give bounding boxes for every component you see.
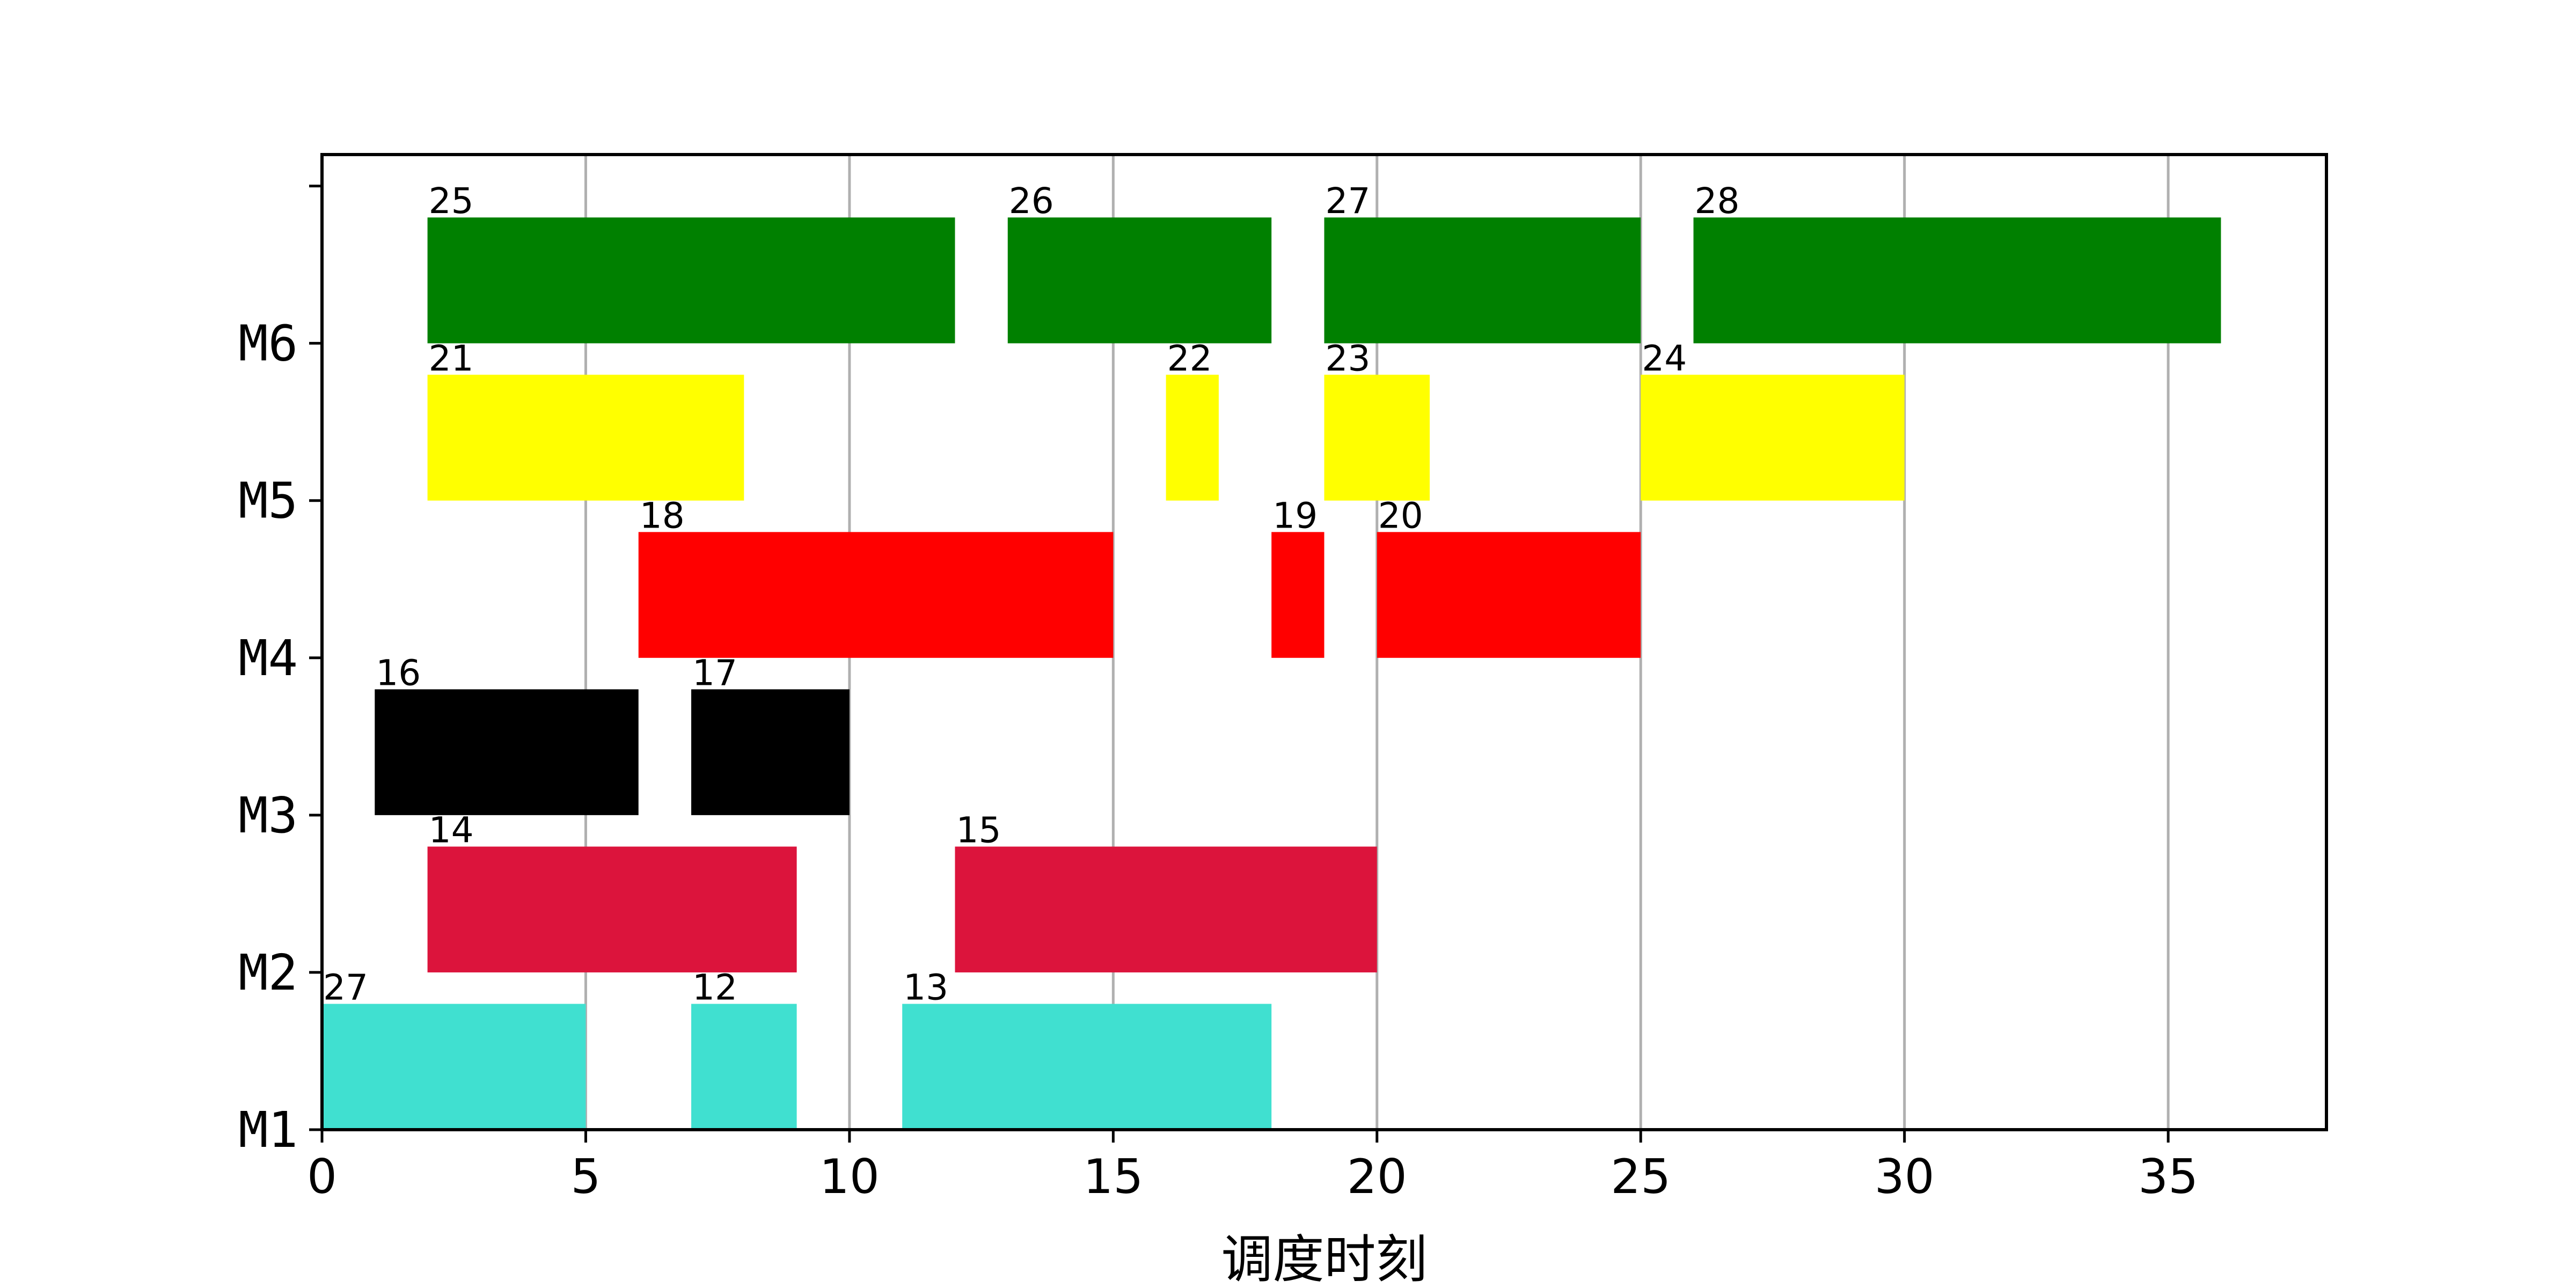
task-label: 18 — [640, 495, 685, 536]
task-label: 23 — [1326, 338, 1371, 379]
task-label: 24 — [1642, 338, 1687, 379]
bars — [322, 217, 2221, 1130]
task-bar — [375, 689, 639, 815]
task-bar — [1271, 532, 1324, 658]
task-label: 14 — [429, 809, 474, 851]
task-bar — [1324, 217, 1641, 343]
task-label: 17 — [692, 652, 737, 693]
x-tick-label: 15 — [1083, 1149, 1143, 1204]
task-label: 22 — [1167, 338, 1212, 379]
task-label: 20 — [1378, 495, 1423, 536]
y-tick-label: M1 — [238, 1101, 298, 1159]
y-tick-label: M3 — [238, 787, 298, 844]
task-label: 27 — [1326, 180, 1371, 222]
x-tick-label: 0 — [307, 1149, 337, 1204]
task-label: 16 — [376, 652, 421, 693]
task-label: 26 — [1009, 180, 1054, 222]
task-bar — [1377, 532, 1641, 658]
task-bar — [691, 1004, 797, 1130]
task-bar — [1693, 217, 2221, 343]
x-axis-label: 调度时刻 — [1221, 1230, 1428, 1288]
task-bar — [427, 217, 955, 343]
task-bar — [1166, 375, 1219, 501]
task-bar — [902, 1004, 1272, 1130]
x-tick-label: 5 — [570, 1149, 601, 1204]
task-bar — [1007, 217, 1272, 343]
y-tick-label: M4 — [238, 630, 298, 687]
y-axis-ticks: M1 M2 M3 M4 M5 M6 — [238, 185, 322, 1159]
bar-labels: 27 12 13 14 15 16 17 18 19 20 21 22 23 24 25 26 27 28 — [323, 180, 1740, 1008]
task-label: 25 — [429, 180, 474, 222]
task-bar — [427, 846, 797, 972]
task-bar — [1641, 375, 1905, 501]
x-tick-label: 25 — [1611, 1149, 1671, 1204]
x-tick-label: 20 — [1347, 1149, 1407, 1204]
task-bar — [322, 1004, 586, 1130]
y-tick-label: M2 — [238, 944, 298, 1001]
task-label: 21 — [429, 338, 474, 379]
task-label: 15 — [956, 809, 1001, 851]
y-tick-label: M5 — [238, 472, 298, 530]
task-label: 19 — [1272, 495, 1318, 536]
task-bar — [638, 532, 1114, 658]
task-label: 13 — [903, 967, 948, 1008]
task-label: 28 — [1695, 180, 1740, 222]
y-tick-label: M6 — [238, 315, 298, 372]
task-label: 27 — [323, 967, 368, 1008]
task-bar — [1324, 375, 1430, 501]
task-bar — [691, 689, 850, 815]
task-bar — [955, 846, 1377, 972]
x-tick-label: 10 — [819, 1149, 880, 1204]
x-axis-ticks: 0 5 10 15 20 25 30 35 — [307, 1130, 2198, 1204]
plot-frame — [320, 153, 2328, 1131]
task-bar — [427, 375, 744, 501]
x-tick-label: 35 — [2138, 1149, 2198, 1204]
x-tick-label: 30 — [1875, 1149, 1935, 1204]
task-label: 12 — [692, 967, 737, 1008]
